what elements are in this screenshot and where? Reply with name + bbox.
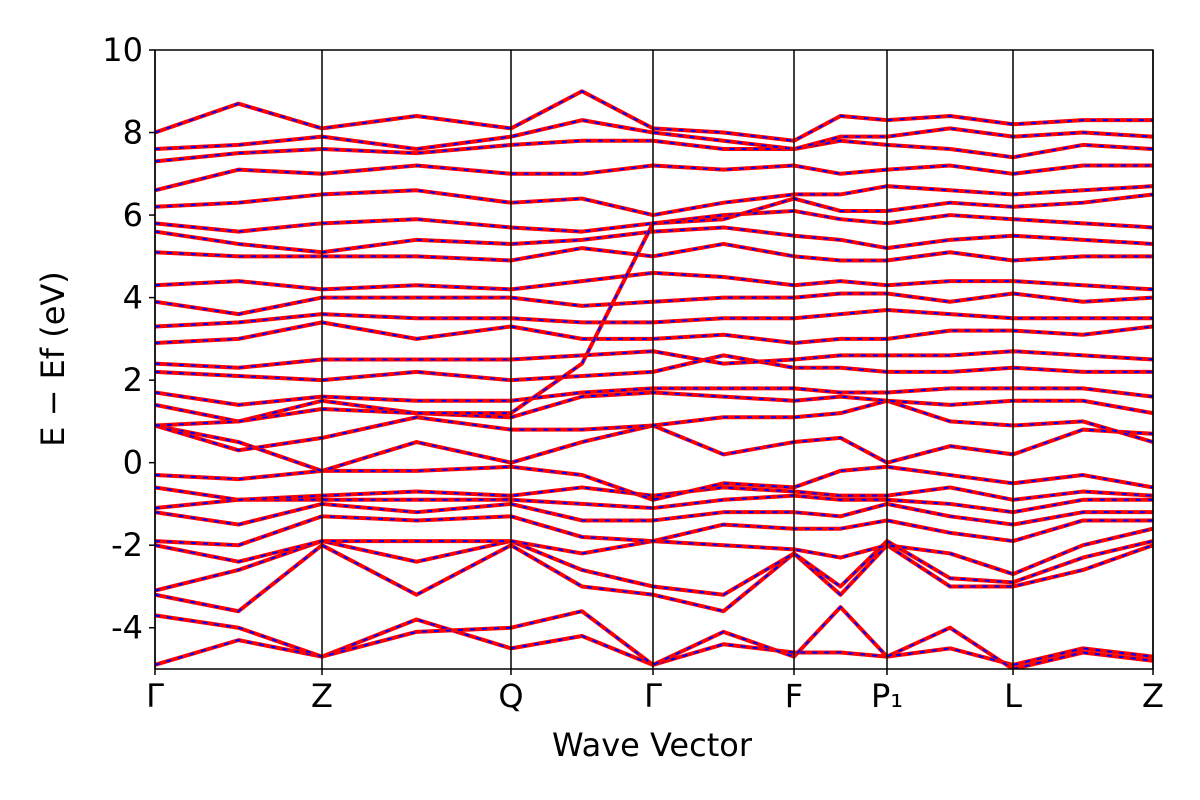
bands — [155, 89, 1153, 669]
y-tick-label: -2 — [111, 526, 143, 564]
band-line-dashed — [155, 544, 1153, 613]
x-tick-label: P₁ — [871, 677, 903, 715]
band-line-dashed — [155, 399, 1153, 452]
band-line-dashed — [155, 606, 1153, 669]
band-line — [155, 270, 1153, 292]
band-line-dashed — [155, 209, 1153, 233]
band-line — [155, 291, 1153, 317]
band-line-dashed — [155, 540, 1153, 596]
band-line-dashed — [155, 185, 1153, 217]
band-line-dashed — [155, 90, 1153, 142]
x-axis-title: Wave Vector — [552, 726, 753, 764]
band-line-dashed — [155, 226, 1153, 254]
band-line-dashed — [155, 242, 1153, 262]
band-line-dashed — [155, 515, 1153, 547]
band-line — [155, 225, 1153, 255]
band-line-dashed — [155, 164, 1153, 192]
x-tick-label: F — [785, 677, 803, 715]
band-line — [155, 138, 1153, 164]
band-line — [155, 349, 1153, 370]
band-line-dashed — [155, 292, 1153, 316]
band-line — [155, 184, 1153, 218]
band-line-dashed — [155, 618, 1153, 666]
band-line — [155, 320, 1153, 345]
band-line — [155, 543, 1153, 614]
band-line — [155, 501, 1153, 527]
band-line — [155, 605, 1153, 669]
y-axis-title: E − Ef (eV) — [34, 271, 72, 447]
band-line-dashed — [155, 354, 1153, 382]
band-line — [155, 386, 1153, 407]
y-tick-label: 6 — [123, 196, 143, 234]
x-tick-label: Z — [311, 677, 333, 715]
band-line-dashed — [155, 486, 1153, 501]
band-line — [155, 307, 1153, 329]
y-tick-label: 8 — [123, 114, 143, 152]
band-line — [155, 423, 1153, 473]
band-line — [155, 464, 1153, 502]
band-line-dashed — [155, 391, 1153, 423]
band-line-dashed — [155, 527, 1153, 576]
x-tick-label: Γ — [644, 677, 662, 715]
band-line — [155, 163, 1153, 193]
band-line — [155, 192, 1153, 428]
x-tick-label: Z — [1142, 677, 1164, 715]
band-line — [155, 493, 1153, 515]
x-tick-label: L — [1004, 677, 1022, 715]
y-tick-label: -4 — [111, 609, 143, 647]
band-line — [155, 118, 1153, 152]
x-tick-label: Γ — [146, 677, 164, 715]
axes: Γ Z Q Γ F P₁ L Z -4 -2 0 2 4 6 8 10 — [102, 31, 1164, 715]
band-line — [155, 617, 1153, 667]
band-line-dashed — [155, 424, 1153, 472]
y-tick-label: 4 — [123, 279, 143, 317]
band-line — [155, 526, 1153, 577]
y-tick-label: 10 — [102, 31, 143, 69]
band-line-dashed — [155, 321, 1153, 344]
y-tick-label: 0 — [123, 444, 143, 482]
y-tick-label: 2 — [123, 361, 143, 399]
x-tick-label: Q — [498, 677, 523, 715]
